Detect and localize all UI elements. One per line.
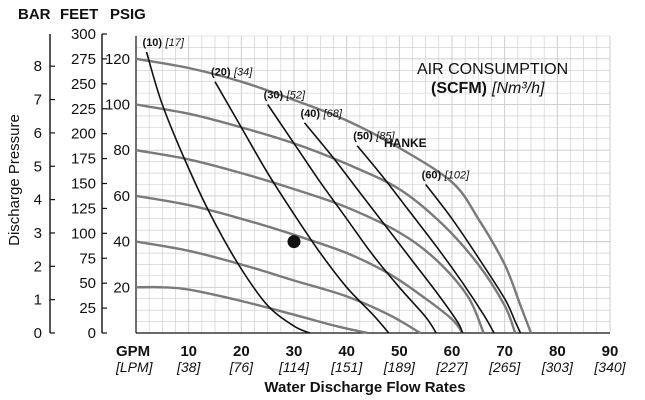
feet-tick-label: 175 — [71, 151, 96, 168]
bar-tick-label: 5 — [34, 158, 42, 175]
x-tick-gpm: 20 — [233, 343, 250, 360]
feet-tick-label: 75 — [79, 250, 96, 267]
bar-tick-label: 3 — [34, 225, 42, 242]
curve-labels: (10) [17] (20) [34] (30) [52] (40) [68] (50) [85]… — [143, 37, 471, 182]
curve-label-nm3: [102] — [444, 170, 470, 182]
inlet-pressure-curves — [135, 57, 533, 335]
psig-tick-label: 60 — [113, 188, 130, 205]
curve-label-nm3: [68] — [323, 108, 343, 120]
x-tick-lpm: [76] — [229, 359, 254, 375]
inlet-pressure-curve-6 — [135, 285, 368, 335]
curve-label-scfm: (40) — [301, 108, 321, 120]
air-consumption-curve-2 — [214, 81, 390, 334]
bar-unit-header: BAR — [18, 6, 51, 23]
bar-tick-label: 4 — [34, 192, 42, 209]
air-consumption-curve-5 — [356, 145, 495, 334]
feet-tick-label: 100 — [71, 225, 96, 242]
feet-tick-label: 50 — [79, 275, 96, 292]
curve-label-nm3: [52] — [286, 90, 306, 102]
feet-unit-header: FEET — [60, 6, 98, 23]
x-tick-lpm: [38] — [176, 359, 201, 375]
feet-tick-label: 125 — [71, 200, 96, 217]
inlet-pressure-curve-1 — [135, 57, 533, 334]
curve-label-nm3: [17] — [165, 37, 185, 49]
operating-point-marker — [287, 235, 301, 249]
x-tick-gpm: 80 — [549, 343, 566, 360]
air-consumption-curve-6 — [425, 184, 522, 334]
air-consumption-curves — [145, 51, 522, 334]
feet-tick-label: 275 — [71, 51, 96, 68]
inlet-pressure-curve-4 — [135, 194, 464, 334]
psig-tick-label: 20 — [113, 279, 130, 296]
x-tick-gpm: 50 — [391, 343, 408, 360]
feet-tick-label: 250 — [71, 76, 96, 93]
curve-label-scfm: (30) — [264, 90, 284, 102]
bar-tick-label: 0 — [34, 325, 42, 342]
x-tick-lpm: [265] — [488, 359, 521, 375]
x-tick-lpm: [189] — [383, 359, 416, 375]
bar-tick-label: 2 — [34, 258, 42, 275]
axis-ticks: 2040608010012002550751001251501752002252… — [34, 26, 627, 375]
legend-unit-scfm: (SCFM) — [431, 80, 487, 97]
legend-title: AIR CONSUMPTION — [417, 61, 568, 78]
x-tick-lpm: [303] — [541, 359, 574, 375]
bar-tick-label: 6 — [34, 125, 42, 142]
air-consumption-curve-4 — [303, 122, 464, 334]
x-unit-gpm: GPM — [116, 343, 150, 360]
x-tick-gpm: 30 — [286, 343, 303, 360]
psig-tick-label: 40 — [113, 234, 130, 251]
brand-label: HANKE — [384, 136, 427, 150]
curve-label-scfm: (10) — [143, 37, 163, 49]
feet-tick-label: 0 — [88, 325, 96, 342]
feet-tick-label: 200 — [71, 126, 96, 143]
x-axis-title: Water Discharge Flow Rates — [264, 379, 465, 396]
x-tick-gpm: 10 — [180, 343, 197, 360]
x-tick-gpm: 70 — [496, 343, 513, 360]
feet-tick-label: 25 — [79, 300, 96, 317]
air-consumption-curve-1 — [145, 51, 311, 334]
air-consumption-curve-3 — [267, 104, 437, 334]
x-tick-lpm: [114] — [278, 359, 310, 375]
inlet-pressure-curve-2 — [135, 103, 517, 334]
psig-tick-label: 100 — [105, 97, 130, 114]
feet-tick-label: 225 — [71, 101, 96, 118]
feet-tick-label: 300 — [71, 26, 96, 43]
bar-tick-label: 7 — [34, 92, 42, 109]
x-tick-gpm: 90 — [602, 343, 619, 360]
x-tick-lpm: [340] — [593, 359, 626, 375]
inlet-pressure-curve-5 — [135, 240, 421, 335]
inlet-pressure-curve-3 — [135, 149, 485, 334]
curve-label-scfm: (60) — [422, 170, 442, 182]
curve-label-nm3: [34] — [233, 67, 253, 79]
bar-tick-label: 8 — [34, 58, 42, 75]
x-tick-lpm: [151] — [330, 359, 363, 375]
curve-label-scfm: (50) — [353, 131, 373, 143]
curve-label-scfm: (20) — [211, 67, 231, 79]
x-tick-lpm: [227] — [435, 359, 468, 375]
psig-unit-header: PSIG — [110, 6, 146, 23]
bar-tick-label: 1 — [34, 292, 42, 309]
curve-label-nm3: [85] — [375, 131, 395, 143]
psig-tick-label: 80 — [113, 142, 130, 159]
y-axis-title: Discharge Pressure — [6, 114, 23, 246]
x-tick-gpm: 40 — [338, 343, 355, 360]
psig-tick-label: 120 — [105, 51, 130, 68]
x-unit-lpm: [LPM] — [115, 359, 154, 375]
legend-unit-nm3: [Nm³/h] — [491, 80, 545, 97]
feet-tick-label: 150 — [71, 176, 96, 193]
chart-axes — [49, 34, 610, 334]
x-tick-gpm: 60 — [444, 343, 461, 360]
